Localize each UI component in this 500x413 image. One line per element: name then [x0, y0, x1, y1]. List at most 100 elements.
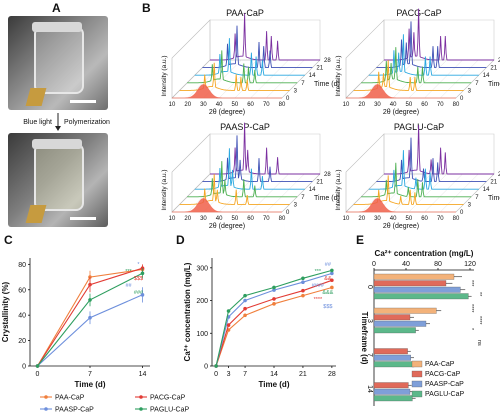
xrd-x-tick: 50 [406, 102, 413, 108]
y-axis-label: Ca²⁺ concentration (mg/L) [183, 262, 192, 361]
chart-e-title: Ca²⁺ concentration (mg/L) [375, 249, 474, 258]
arrow-label-right: Polymerization [64, 119, 110, 126]
bar-PAGLU-CaP [373, 293, 469, 300]
xrd-trace-day-28 [210, 13, 320, 61]
xrd-trace-day-14 [368, 34, 479, 76]
data-point [330, 285, 334, 290]
data-point [35, 364, 40, 368]
xrd-x-tick: 60 [421, 102, 428, 108]
data-point [272, 302, 276, 306]
xrd-x-tick: 20 [184, 102, 191, 108]
data-point [243, 306, 247, 311]
xrd-x-tick: 30 [374, 102, 381, 108]
xrd-title: PAA-CaP [226, 8, 264, 18]
arrow-label-left: Blue light [23, 119, 52, 126]
xrd-depth-label: Time (d) [314, 195, 340, 202]
data-point [88, 298, 92, 302]
y-tick-label: 60 [18, 287, 26, 294]
xrd-x-tick: 80 [279, 216, 286, 222]
panel-label-a: A [52, 1, 61, 15]
bar-PAGLU-CaP [373, 361, 415, 368]
legend-label: PAASP-CaP [425, 381, 464, 388]
category-label: 14 [366, 385, 373, 393]
xrd-time-tick: 0 [286, 96, 290, 102]
xrd-gridline [424, 173, 463, 213]
xrd-trace-day-7 [361, 47, 472, 84]
data-point [140, 293, 145, 297]
x-tick-label: 7 [88, 371, 92, 378]
xrd-back-wall [383, 133, 495, 175]
xrd-trace-day-21 [202, 25, 313, 69]
data-point [226, 323, 231, 327]
significance-mark: #### [312, 283, 325, 289]
x-axis-label: Time (d) [75, 380, 106, 389]
significance-mark: **** [314, 297, 323, 303]
xrd-time-tick: 14 [483, 187, 490, 193]
xrd-gridline [266, 59, 305, 99]
significance-mark: $$$ [323, 304, 332, 310]
xrd-gridline [408, 173, 448, 213]
series-line-PAGLU-CaP [215, 269, 333, 367]
xrd-floor [345, 59, 495, 99]
data-point [330, 278, 334, 283]
xrd-trace-day-0 [346, 84, 456, 99]
bar-PAASP-CaP [373, 320, 427, 327]
legend-marker [44, 395, 48, 399]
data-point [272, 285, 276, 290]
xrd-depth-label: Time (d) [488, 195, 500, 202]
x-tick-label: 7 [243, 371, 247, 378]
xrd-trace-day-21 [202, 135, 313, 183]
significance-mark: * [468, 328, 474, 331]
y-tick-label: 300 [196, 265, 208, 272]
xrd-x-tick: 40 [216, 216, 223, 222]
xrd-x-tick: 20 [358, 102, 365, 108]
calcium-timeframe-chart: Ca²⁺ concentration (mg/L) 0 40 80 120 0 3 7 14 Ti… [360, 249, 482, 406]
xrd-time-tick: 7 [475, 81, 479, 87]
data-point [301, 280, 305, 285]
data-point [88, 282, 92, 287]
significance-mark: ### [134, 290, 144, 296]
bar-PACG-CaP [373, 382, 409, 389]
category-label: 7 [366, 353, 373, 357]
xrd-x-tick: 10 [343, 102, 350, 108]
xrd-x-tick: 80 [279, 102, 286, 108]
xrd-time-tick: 28 [324, 58, 331, 64]
y-tick-label: 20 [18, 338, 26, 345]
panel-label-c: C [4, 233, 13, 247]
xrd-time-tick: 0 [460, 210, 464, 216]
xrd-trace-day-0 [346, 198, 456, 213]
photo-after-polymerization [8, 133, 108, 227]
xrd-x-tick: 50 [232, 216, 239, 222]
xrd-time-tick: 3 [468, 88, 472, 94]
xrd-x-tick: 70 [437, 216, 444, 222]
significance-mark: *** [315, 269, 322, 275]
xrd-time-tick: 14 [483, 73, 490, 79]
data-point [243, 313, 247, 318]
xrd-x-tick: 60 [421, 216, 428, 222]
xrd-x-tick: 10 [169, 102, 176, 108]
legend-marker [139, 395, 143, 399]
xrd-time-tick: 28 [498, 172, 500, 178]
y-axis-label: Crystallinity (%) [1, 281, 10, 342]
y-tick-label: 0 [22, 364, 26, 371]
xrd-time-tick: 0 [460, 96, 464, 102]
bar-PACG-CaP [373, 314, 411, 321]
significance-mark: && [324, 276, 332, 282]
bar-PACG-CaP [373, 280, 447, 287]
bar-PACG-CaP [373, 348, 408, 355]
series-line-PACG-CaP [215, 279, 333, 367]
legend-label: PAA-CaP [425, 361, 455, 368]
data-point [88, 315, 92, 320]
significance-mark: &&& [322, 290, 333, 296]
xrd-trace-day-0 [172, 84, 282, 99]
data-point [272, 297, 276, 301]
panel-label-d: D [176, 233, 185, 247]
xrd-trace-day-7 [187, 161, 298, 198]
xrd-xlabel: 2θ (degree) [209, 109, 245, 116]
significance-mark: ** [476, 292, 482, 297]
xrd-x-tick: 50 [232, 102, 239, 108]
y-tick-label: 40 [18, 313, 26, 320]
